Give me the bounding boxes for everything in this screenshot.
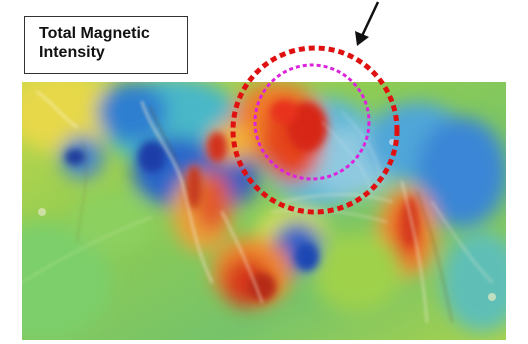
anomaly-cores [65, 100, 418, 301]
outer-highlight-circle [230, 45, 400, 215]
map-title-box: Total Magnetic Intensity [24, 16, 188, 74]
map-raster [22, 82, 506, 340]
inner-highlight-circle [253, 63, 371, 181]
map-title-line-2: Intensity [39, 44, 105, 61]
magnetic-intensity-map [22, 82, 506, 340]
map-title: Total Magnetic Intensity [39, 24, 150, 62]
relief-texture [22, 91, 493, 323]
map-title-line-1: Total Magnetic [39, 25, 150, 42]
arrow-down-left-icon [355, 1, 380, 46]
